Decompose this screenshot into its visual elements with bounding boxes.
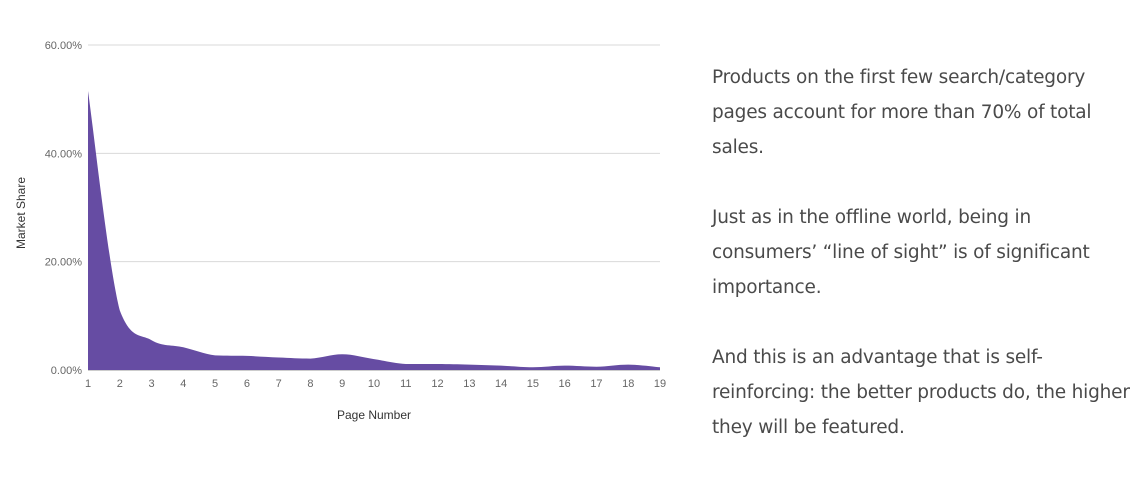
x-tick-label: 10: [368, 378, 380, 390]
commentary-paragraph-2: Just as in the offline world, being in c…: [712, 207, 1090, 298]
x-tick-label: 1: [85, 378, 91, 390]
y-tick-label: 20.00%: [45, 257, 83, 269]
grid-lines: [88, 44, 660, 371]
x-tick-label: 12: [431, 378, 443, 390]
y-axis-ticks: 0.00% 20.00% 40.00% 60.00%: [45, 40, 83, 377]
commentary-paragraph-3: And this is an advantage that is self-re…: [712, 347, 1130, 438]
commentary-paragraph-1: Products on the first few search/categor…: [712, 67, 1092, 158]
x-tick-label: 11: [400, 378, 411, 390]
x-tick-label: 7: [276, 378, 282, 390]
y-tick-label: 40.00%: [45, 148, 83, 160]
x-tick-label: 2: [117, 378, 123, 390]
x-tick-label: 17: [590, 378, 602, 390]
x-tick-label: 4: [180, 378, 186, 390]
x-tick-label: 9: [339, 378, 345, 390]
x-tick-label: 3: [148, 378, 154, 390]
market-share-area: [88, 91, 660, 371]
x-tick-label: 14: [495, 378, 507, 390]
x-tick-label: 16: [559, 378, 571, 390]
x-tick-label: 5: [212, 378, 218, 390]
x-tick-label: 19: [654, 378, 666, 390]
commentary-panel: Products on the first few search/categor…: [712, 60, 1137, 480]
x-axis-ticks: 1 2 3 4 5 6 7 8 9 10 11 12 13 14 15 16 17 18 19: [85, 378, 666, 390]
x-tick-label: 13: [463, 378, 475, 390]
y-tick-label: 0.00%: [51, 365, 82, 377]
x-axis-title: Page Number: [337, 408, 411, 422]
x-tick-label: 8: [307, 378, 313, 390]
y-axis-title: Market Share: [14, 177, 28, 249]
x-tick-label: 15: [527, 378, 539, 390]
x-tick-label: 6: [244, 378, 250, 390]
y-tick-label: 60.00%: [45, 40, 83, 52]
market-share-chart: 0.00%20.00%40.00%60.00% 1 2 3 4 5 6 7 8 9 10 11 12 1…: [14, 40, 666, 422]
area-series: [88, 91, 660, 371]
x-tick-label: 18: [622, 378, 634, 390]
